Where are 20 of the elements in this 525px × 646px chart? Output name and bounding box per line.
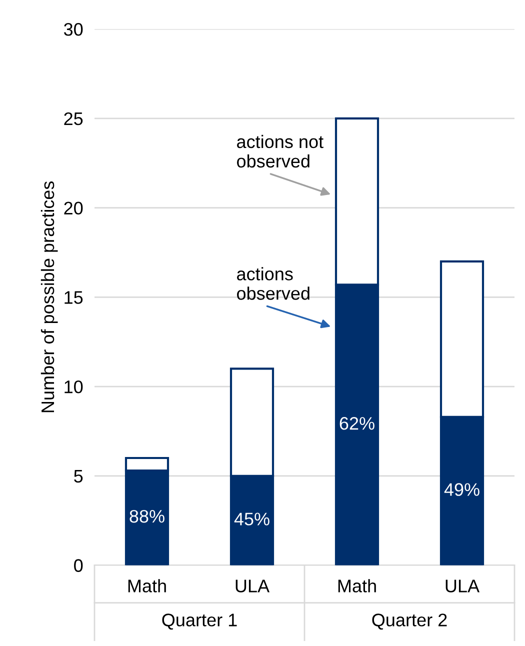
annotation: 45% xyxy=(234,512,270,526)
y-tick-label: 30 xyxy=(64,23,83,36)
y-tick-label: 0 xyxy=(74,559,83,572)
x-tick-label: ULA xyxy=(236,580,270,592)
y-tick-label: 10 xyxy=(64,380,83,394)
text: Quarter 1 xyxy=(162,614,237,630)
y-tick-label: 25 xyxy=(64,112,83,126)
y-axis-title: Number of possible practices xyxy=(40,181,58,412)
text: Quarter 2 xyxy=(372,614,447,630)
y-tick-label: 5 xyxy=(74,470,83,483)
series-label: actions not observed xyxy=(237,134,324,168)
annotation: 49% xyxy=(444,483,480,496)
y-tick-label: 20 xyxy=(64,202,83,215)
x-tick-label: Math xyxy=(338,579,376,592)
series-label: actions observed xyxy=(237,267,310,300)
y-tick-label: 15 xyxy=(64,291,83,304)
annotation: 88% xyxy=(130,510,164,523)
x-tick-label: ULA xyxy=(446,580,480,592)
annotation: 62% xyxy=(340,417,374,430)
x-tick-label: Math xyxy=(128,579,166,592)
